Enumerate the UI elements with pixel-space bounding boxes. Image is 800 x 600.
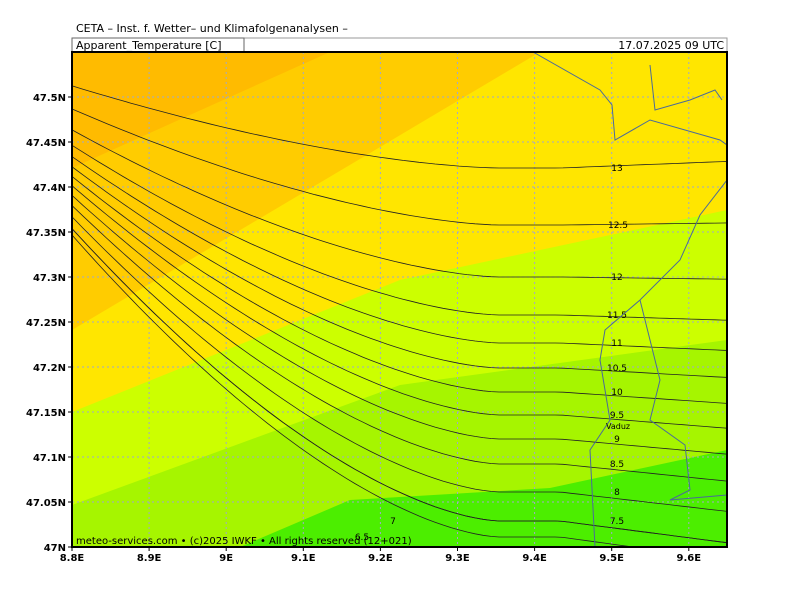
header: CETA – Inst. f. Wetter– und Klimafolgena… xyxy=(76,22,348,35)
contour-label: 7.5 xyxy=(610,517,624,527)
contour-label: 12.5 xyxy=(608,221,628,231)
x-tick-label: 9.3E xyxy=(445,553,470,564)
contour-line xyxy=(72,216,727,512)
contour-line xyxy=(72,185,727,429)
y-tick-label: 47.15N xyxy=(26,408,66,419)
contour-label: 11.5 xyxy=(607,311,627,321)
valid-time: 17.07.2025 09 UTC xyxy=(618,39,724,52)
x-tick-label: 9E xyxy=(219,553,233,564)
contour-line xyxy=(72,166,727,378)
contour-label: 8 xyxy=(614,488,620,498)
contour-label: 8.5 xyxy=(610,460,624,470)
place-label: Vaduz xyxy=(606,422,630,431)
y-tick-label: 47.2N xyxy=(33,363,66,374)
contour-line xyxy=(72,204,727,482)
contour-line xyxy=(72,234,636,547)
contour-label: 6.5 xyxy=(355,533,369,543)
border xyxy=(532,52,727,146)
y-tick-label: 47.05N xyxy=(26,498,66,509)
y-tick-label: 47.35N xyxy=(26,228,66,239)
y-tick-label: 47.3N xyxy=(33,273,66,284)
x-tick-label: 8.8E xyxy=(60,553,85,564)
border xyxy=(649,64,723,111)
y-tick-label: 47.4N xyxy=(33,183,66,194)
x-tick-label: 9.4E xyxy=(522,553,547,564)
contour-line xyxy=(72,194,727,455)
contour-label: 10 xyxy=(611,388,623,398)
contour-label: 9.5 xyxy=(610,411,624,421)
contour-line xyxy=(72,129,727,280)
title: Apparent_Temperature [C] xyxy=(76,39,222,52)
border xyxy=(639,299,727,501)
contour-label: 7 xyxy=(390,517,396,527)
contour-line xyxy=(72,156,727,351)
zone xyxy=(72,52,330,168)
x-tick-label: 9.2E xyxy=(368,553,393,564)
zone xyxy=(72,52,540,330)
contour-line xyxy=(72,228,727,544)
contour-label: 11 xyxy=(611,339,622,349)
contour-label: 13 xyxy=(611,164,622,174)
border xyxy=(589,179,727,547)
y-tick-label: 47N xyxy=(44,543,66,554)
contour-label: 12 xyxy=(611,273,622,283)
x-tick-label: 9.1E xyxy=(291,553,316,564)
grid xyxy=(72,52,727,547)
frame xyxy=(71,51,728,548)
y-tick-label: 47.1N xyxy=(33,453,66,464)
plot-area: 13 12.5 12 11.5 11 10.5 10 9.5 9 8.5 8 7.5 7 6.5 xyxy=(72,52,727,547)
footer: meteo-services.com • (c)2025 IWKF • All … xyxy=(76,536,412,547)
contour-label: 10.5 xyxy=(607,364,627,374)
y-tick-label: 47.45N xyxy=(26,138,66,149)
contour-line xyxy=(72,85,727,169)
y-tick-label: 47.5N xyxy=(33,93,66,104)
x-tick-label: 8.9E xyxy=(137,553,162,564)
contour-line xyxy=(72,175,727,404)
x-tick-label: 9.6E xyxy=(677,553,702,564)
x-tick-label: 9.5E xyxy=(599,553,624,564)
zone xyxy=(240,450,727,547)
axes: 8.8E 8.9E 9E 9.1E 9.2E 9.3E 9.4E 9.5E 9.6E 47N 47.… xyxy=(26,93,701,564)
contour-label: 9 xyxy=(614,435,620,445)
contour-line xyxy=(72,108,727,226)
y-tick-label: 47.25N xyxy=(26,318,66,329)
